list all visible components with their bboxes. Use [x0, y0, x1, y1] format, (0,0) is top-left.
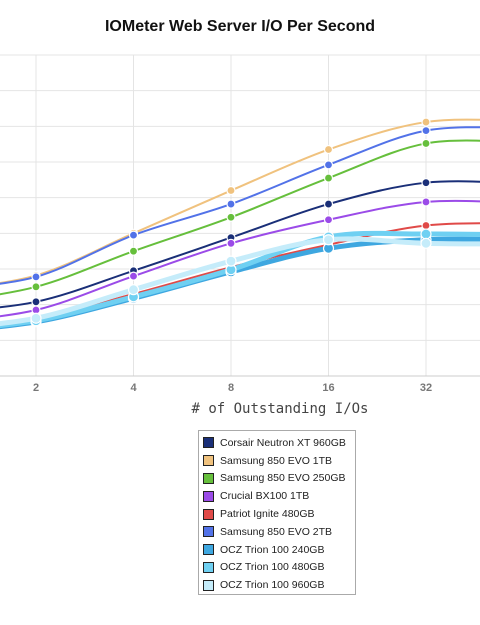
data-point — [420, 228, 432, 240]
legend-label: Samsung 850 EVO 2TB — [220, 525, 333, 538]
legend-item: OCZ Trion 100 960GB — [203, 576, 355, 594]
data-point — [322, 234, 335, 246]
series-line-6 — [0, 236, 480, 330]
data-point — [421, 197, 431, 207]
legend-label: OCZ Trion 100 480GB — [220, 561, 325, 574]
legend-item: OCZ Trion 100 480GB — [203, 559, 355, 577]
legend-swatch — [203, 526, 214, 538]
data-point — [128, 246, 139, 256]
x-tick-label: 8 — [228, 382, 234, 394]
data-point — [30, 312, 42, 324]
legend-swatch — [203, 561, 214, 573]
data-point — [225, 255, 237, 267]
data-point — [226, 238, 236, 248]
legend-swatch — [203, 437, 214, 449]
legend-item: Samsung 850 EVO 250GB — [203, 470, 355, 488]
grid-lines — [0, 54, 480, 377]
x-tick-label: 16 — [322, 382, 334, 394]
legend-label: Corsair Neutron XT 960GB — [220, 436, 346, 449]
data-point — [31, 272, 41, 282]
legend-swatch — [203, 508, 214, 520]
legend-item: Corsair Neutron XT 960GB — [203, 434, 355, 452]
legend-label: Patriot Ignite 480GB — [220, 508, 315, 521]
legend-swatch — [203, 490, 214, 502]
legend-label: OCZ Trion 100 240GB — [220, 543, 325, 556]
data-point — [421, 138, 431, 149]
x-tick-labels: 2 4 8 16 32 — [33, 382, 432, 394]
data-point — [127, 284, 140, 296]
line-chart: 2 4 8 16 32 — [0, 54, 480, 394]
legend-label: Crucial BX100 1TB — [220, 490, 310, 503]
x-tick-label: 2 — [33, 382, 39, 394]
legend-item: Samsung 850 EVO 1TB — [203, 452, 355, 470]
data-point — [323, 199, 334, 209]
data-point — [226, 185, 236, 196]
data-point — [421, 220, 431, 231]
data-point — [421, 126, 431, 136]
chart-title: IOMeter Web Server I/O Per Second — [104, 18, 376, 35]
legend-swatch — [203, 472, 214, 484]
legend-swatch — [203, 544, 214, 556]
data-point — [31, 282, 41, 292]
series-points — [30, 117, 432, 328]
data-point — [323, 173, 334, 183]
legend-label: Samsung 850 EVO 250GB — [220, 472, 346, 485]
x-tick-label: 32 — [420, 382, 432, 394]
data-point — [128, 271, 139, 281]
series-line-2 — [0, 139, 480, 296]
data-point — [323, 144, 334, 155]
x-axis-label: # of Outstanding I/Os — [191, 401, 369, 417]
legend-swatch — [203, 455, 214, 467]
data-point — [420, 237, 432, 249]
data-point — [128, 230, 139, 240]
data-point — [226, 199, 236, 209]
data-point — [323, 215, 334, 225]
data-point — [323, 160, 334, 170]
x-tick-label: 4 — [130, 382, 137, 394]
legend-item: OCZ Trion 100 240GB — [203, 541, 355, 559]
legend: Corsair Neutron XT 960GB Samsung 850 EVO … — [198, 430, 356, 595]
data-point — [31, 297, 41, 307]
data-point — [421, 178, 431, 188]
data-point — [226, 212, 236, 222]
legend-label: Samsung 850 EVO 1TB — [220, 454, 333, 467]
series-line-7 — [0, 230, 480, 329]
data-point — [421, 117, 431, 127]
legend-item: Samsung 850 EVO 2TB — [203, 523, 355, 541]
legend-swatch — [203, 579, 214, 591]
legend-label: OCZ Trion 100 960GB — [220, 579, 325, 592]
series-lines — [0, 118, 480, 330]
legend-item: Crucial BX100 1TB — [203, 487, 355, 505]
legend-item: Patriot Ignite 480GB — [203, 505, 355, 523]
